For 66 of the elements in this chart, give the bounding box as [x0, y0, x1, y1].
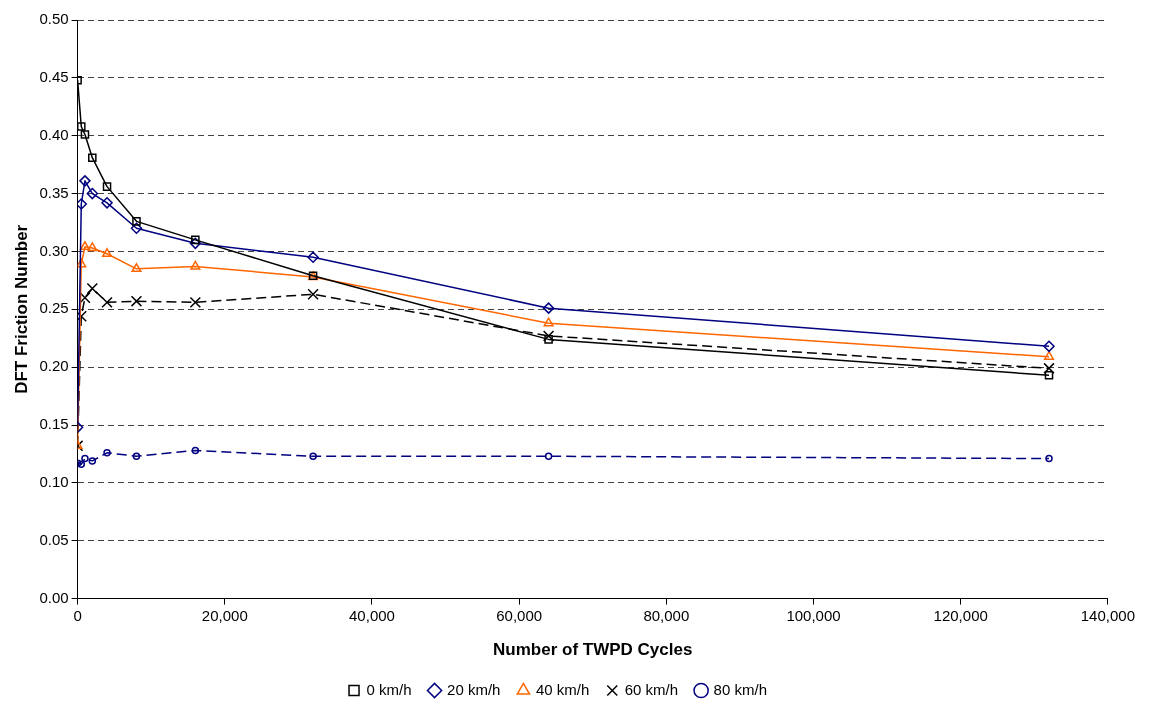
- legend-label: 40 km/h: [535, 680, 590, 698]
- point: [189, 237, 202, 250]
- point: [102, 182, 112, 191]
- y-tick-label: 0.15: [39, 415, 69, 433]
- x-tick-label: 40,000: [349, 606, 395, 624]
- point: [130, 295, 143, 307]
- point: [1044, 370, 1054, 380]
- x-tick-label: 0: [73, 606, 82, 624]
- point: [307, 251, 319, 263]
- legend-label: 80 km/h: [713, 680, 767, 698]
- y-tick-label: 0.45: [39, 68, 69, 85]
- point: [81, 454, 89, 463]
- point: [309, 452, 317, 461]
- point: [103, 449, 111, 457]
- point: [544, 452, 553, 461]
- point: [77, 258, 87, 268]
- point: [1043, 340, 1055, 353]
- point: [77, 198, 88, 210]
- y-tick-label: 0.30: [39, 241, 69, 259]
- point: [307, 288, 319, 300]
- point: [190, 260, 201, 270]
- y-tick-label: 0.20: [39, 357, 69, 375]
- legend-label: 60 km/h: [624, 680, 679, 698]
- point: [1045, 454, 1053, 463]
- x-tick-label: 120,000: [933, 606, 988, 624]
- point: [87, 242, 98, 252]
- x-tick-label: 80,000: [643, 606, 690, 624]
- y-axis-title: DFT Friction Number: [11, 224, 31, 394]
- point: [543, 317, 554, 327]
- y-tick-label: 0.35: [39, 183, 69, 201]
- x-axis-title: Number of TWPD Cycles: [493, 640, 693, 660]
- y-tick-label: 0.50: [39, 10, 69, 28]
- point: [131, 263, 142, 273]
- point: [1043, 362, 1055, 375]
- point: [101, 296, 113, 309]
- y-tick-label: 0.00: [39, 588, 69, 606]
- point: [191, 446, 200, 455]
- x-tick-label: 140,000: [1080, 606, 1136, 624]
- x-tick-label: 60,000: [496, 606, 543, 624]
- legend-label: 20 km/h: [447, 680, 501, 698]
- point: [79, 241, 91, 251]
- point: [189, 296, 202, 309]
- point: [132, 452, 141, 461]
- point: [544, 335, 553, 344]
- y-tick-label: 0.40: [39, 125, 69, 143]
- y-tick-label: 0.10: [39, 473, 69, 491]
- point: [542, 302, 555, 314]
- point: [542, 330, 555, 342]
- legend-label: 0 km/h: [366, 680, 412, 698]
- y-tick-label: 0.25: [39, 299, 69, 317]
- point: [86, 187, 99, 200]
- y-tick-label: 0.05: [39, 530, 69, 548]
- point: [77, 122, 86, 131]
- point: [101, 197, 113, 209]
- point: [130, 222, 143, 235]
- point: [86, 282, 99, 295]
- point: [191, 235, 200, 245]
- point: [79, 175, 91, 187]
- point: [80, 130, 90, 139]
- point: [88, 153, 97, 162]
- point: [132, 217, 141, 226]
- x-tick-label: 100,000: [786, 606, 841, 624]
- point: [88, 457, 97, 465]
- point: [1043, 351, 1055, 360]
- point: [101, 248, 113, 257]
- x-tick-label: 20,000: [201, 606, 248, 624]
